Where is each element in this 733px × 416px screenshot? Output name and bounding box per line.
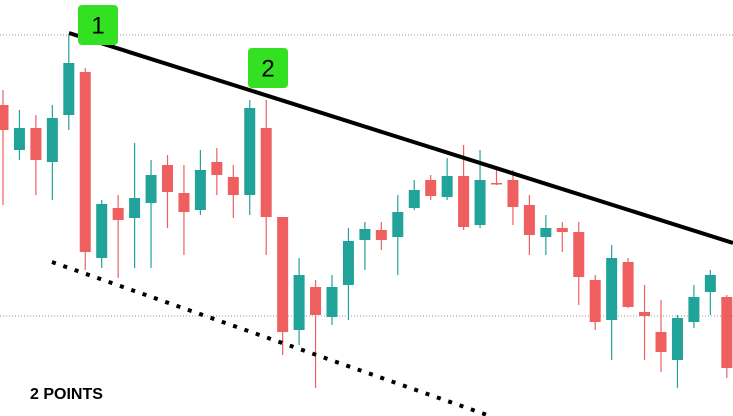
candle-body xyxy=(589,280,601,322)
candle-body xyxy=(211,162,223,175)
candle-body xyxy=(63,63,75,115)
candle-body xyxy=(293,275,305,330)
candle-body xyxy=(622,262,634,307)
candle-body xyxy=(655,332,667,352)
resistance-trendline xyxy=(68,31,733,245)
point-label: 2 xyxy=(261,56,274,83)
candle-body xyxy=(556,228,568,232)
candle-body xyxy=(162,165,173,192)
candle-body xyxy=(491,183,502,185)
candle-body xyxy=(523,205,535,235)
candle-body xyxy=(129,198,141,218)
candle-body xyxy=(507,180,519,207)
candle-body xyxy=(573,232,585,277)
candle-body xyxy=(458,176,470,227)
candle-body xyxy=(474,180,486,225)
candle-body xyxy=(194,170,206,210)
candle-body xyxy=(639,312,651,316)
candle-body xyxy=(79,72,91,252)
candle-body xyxy=(46,118,58,162)
candle-body xyxy=(96,204,108,258)
candle-body xyxy=(704,275,716,292)
candle-body xyxy=(425,180,437,196)
candle-body xyxy=(244,108,256,195)
candle-body xyxy=(671,318,683,360)
candle-body xyxy=(145,175,157,203)
candle-body xyxy=(326,287,338,317)
point-badge xyxy=(78,5,118,45)
candle-body xyxy=(310,287,322,315)
candle-body xyxy=(721,297,733,368)
candle-body xyxy=(408,190,420,208)
candle-body xyxy=(30,128,42,160)
candle-body xyxy=(13,128,25,150)
point-label: 1 xyxy=(91,13,104,40)
caption: 2 POINTS xyxy=(30,386,103,403)
candle-body xyxy=(277,217,289,332)
candle-body xyxy=(392,212,404,237)
support-trendline xyxy=(51,260,491,416)
candle-body xyxy=(606,258,618,320)
candle-body xyxy=(375,230,387,240)
candle-body xyxy=(688,297,700,322)
candle-body xyxy=(260,128,272,217)
candles xyxy=(0,35,733,388)
candle-body xyxy=(0,105,9,130)
candle-body xyxy=(342,241,354,285)
candle-body xyxy=(227,177,239,195)
point-badge xyxy=(248,48,288,88)
candle-body xyxy=(112,208,124,220)
candle-body xyxy=(359,229,371,240)
candle-body xyxy=(540,228,552,237)
candle-body xyxy=(441,176,453,197)
candle-body xyxy=(178,193,190,212)
